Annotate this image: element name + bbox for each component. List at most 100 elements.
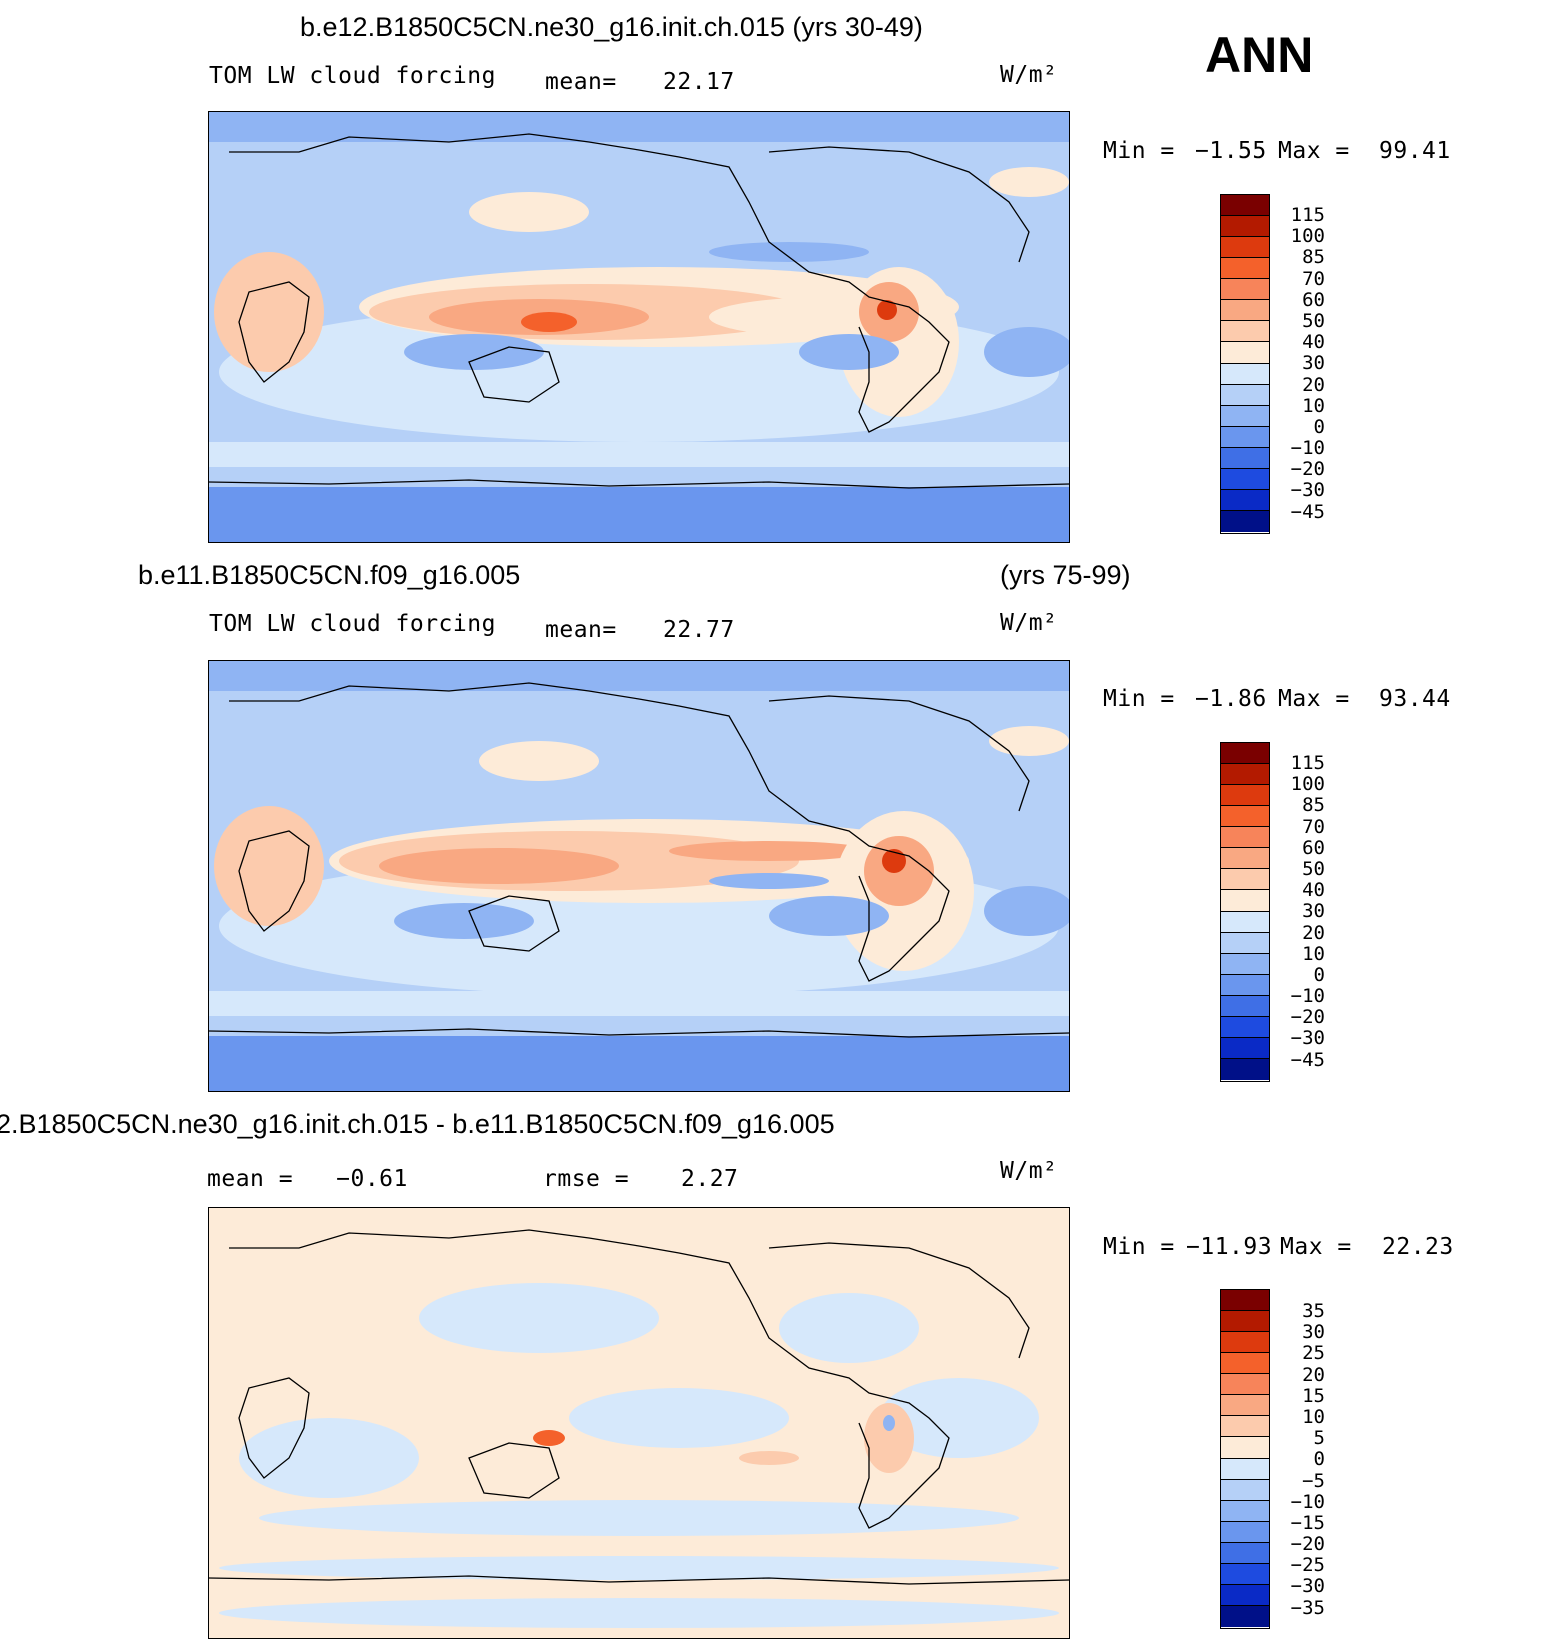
- panel-3-units: W/m²: [1000, 1158, 1058, 1184]
- panel-1-colorbar: [1220, 194, 1270, 534]
- colorbar-tick-label: 100: [1290, 773, 1325, 796]
- colorbar-swatch: [1221, 1521, 1269, 1543]
- colorbar-tick-label: −30: [1290, 479, 1325, 502]
- colorbar-tick-label: −15: [1290, 1511, 1325, 1534]
- panel-1-mean-value: 22.17: [663, 69, 735, 95]
- panel-2-units: W/m²: [1000, 610, 1058, 636]
- colorbar-tick-label: −20: [1290, 458, 1325, 481]
- panel-1-max-label: Max =: [1278, 138, 1350, 164]
- colorbar-tick-label: 10: [1302, 1405, 1325, 1428]
- panel-3-rmse-value: 2.27: [681, 1166, 739, 1192]
- colorbar-swatch: [1221, 1416, 1269, 1438]
- colorbar-swatch: [1221, 1311, 1269, 1333]
- colorbar-tick-label: −5: [1302, 1469, 1325, 1492]
- panel-1-min-value: −1.55: [1195, 138, 1267, 164]
- panel-3-map: [208, 1207, 1070, 1639]
- colorbar-swatch: [1221, 489, 1269, 511]
- colorbar-swatch: [1221, 1458, 1269, 1480]
- panel-1-units: W/m²: [1000, 62, 1058, 88]
- panel-3-min-value: −11.93: [1186, 1234, 1273, 1260]
- colorbar-tick-label: −45: [1290, 500, 1325, 523]
- colorbar-tick-label: 70: [1302, 815, 1325, 838]
- panel-2-min-label: Min =: [1103, 686, 1175, 712]
- panel-3-colorbar: [1220, 1289, 1270, 1629]
- colorbar-tick-label: 85: [1302, 246, 1325, 269]
- panel-3-colorbar-labels: 35 30 25 20 15 10 5 0 −5 −10 −15 −20 −25 −30 −35: [1275, 1300, 1325, 1619]
- colorbar-tick-label: 0: [1313, 963, 1325, 986]
- colorbar-tick-label: 25: [1302, 1342, 1325, 1365]
- colorbar-swatch: [1221, 279, 1269, 301]
- colorbar-tick-label: 20: [1302, 921, 1325, 944]
- colorbar-swatch: [1221, 1037, 1269, 1059]
- colorbar-swatch: [1221, 911, 1269, 933]
- panel-2-contour-field: [209, 661, 1069, 1091]
- panel-3-rmse-label: rmse =: [543, 1166, 630, 1192]
- panel-2-colorbar: [1220, 742, 1270, 1082]
- colorbar-swatch: [1221, 827, 1269, 849]
- colorbar-swatch: [1221, 1374, 1269, 1396]
- colorbar-swatch: [1221, 300, 1269, 322]
- panel-2-mean-label: mean=: [545, 617, 617, 643]
- colorbar-swatch: [1221, 1479, 1269, 1501]
- colorbar-swatch: [1221, 1542, 1269, 1564]
- colorbar-tick-label: 50: [1302, 857, 1325, 880]
- colorbar-tick-label: 40: [1302, 879, 1325, 902]
- season-label: ANN: [1205, 27, 1314, 83]
- colorbar-swatch: [1221, 342, 1269, 364]
- colorbar-tick-label: −10: [1290, 437, 1325, 460]
- colorbar-swatch: [1221, 743, 1269, 765]
- colorbar-tick-label: 10: [1302, 942, 1325, 965]
- colorbar-tick-label: −20: [1290, 1006, 1325, 1029]
- colorbar-swatch: [1221, 1584, 1269, 1606]
- colorbar-swatch: [1221, 848, 1269, 870]
- panel-1-title: b.e12.B1850C5CN.ne30_g16.init.ch.015 (yr…: [300, 12, 923, 42]
- colorbar-tick-label: −30: [1290, 1575, 1325, 1598]
- panel-2-title: b.e11.B1850C5CN.f09_g16.005: [138, 560, 521, 590]
- colorbar-swatch: [1221, 1500, 1269, 1522]
- panel-3-max-value: 22.23: [1382, 1234, 1454, 1260]
- colorbar-swatch: [1221, 806, 1269, 828]
- colorbar-swatch: [1221, 1563, 1269, 1585]
- colorbar-tick-label: 85: [1302, 794, 1325, 817]
- colorbar-tick-label: −20: [1290, 1533, 1325, 1556]
- colorbar-swatch: [1221, 510, 1269, 532]
- panel-2-title-years: (yrs 75-99): [1000, 560, 1131, 590]
- colorbar-swatch: [1221, 447, 1269, 469]
- colorbar-tick-label: 20: [1302, 1363, 1325, 1386]
- colorbar-swatch: [1221, 1437, 1269, 1459]
- colorbar-tick-label: 30: [1302, 1321, 1325, 1344]
- colorbar-tick-label: 30: [1302, 352, 1325, 375]
- colorbar-tick-label: 50: [1302, 309, 1325, 332]
- panel-1-contour-field: [209, 112, 1069, 542]
- panel-1-mean-label: mean=: [545, 69, 617, 95]
- colorbar-swatch: [1221, 405, 1269, 427]
- colorbar-swatch: [1221, 468, 1269, 490]
- panel-2-variable-label: TOM LW cloud forcing: [209, 611, 496, 637]
- colorbar-swatch: [1221, 890, 1269, 912]
- colorbar-tick-label: −30: [1290, 1027, 1325, 1050]
- colorbar-tick-label: 0: [1313, 415, 1325, 438]
- colorbar-swatch: [1221, 1016, 1269, 1038]
- colorbar-swatch: [1221, 974, 1269, 996]
- colorbar-tick-label: 115: [1290, 752, 1325, 774]
- panel-3-contour-field: [209, 1208, 1069, 1638]
- colorbar-tick-label: 30: [1302, 900, 1325, 923]
- panel-3-min-label: Min =: [1103, 1234, 1175, 1260]
- colorbar-tick-label: 70: [1302, 267, 1325, 290]
- colorbar-swatch: [1221, 785, 1269, 807]
- colorbar-tick-label: 60: [1302, 288, 1325, 311]
- colorbar-tick-label: 100: [1290, 225, 1325, 248]
- colorbar-swatch: [1221, 1605, 1269, 1627]
- colorbar-tick-label: −10: [1290, 985, 1325, 1008]
- panel-2-mean-value: 22.77: [663, 617, 735, 643]
- colorbar-swatch: [1221, 869, 1269, 891]
- colorbar-swatch: [1221, 216, 1269, 238]
- colorbar-tick-label: 15: [1302, 1384, 1325, 1407]
- colorbar-swatch: [1221, 995, 1269, 1017]
- panel-3-title: 2.B1850C5CN.ne30_g16.init.ch.015 - b.e11…: [0, 1109, 835, 1139]
- colorbar-tick-label: 115: [1290, 204, 1325, 226]
- colorbar-swatch: [1221, 384, 1269, 406]
- colorbar-tick-label: 60: [1302, 836, 1325, 859]
- panel-2-colorbar-labels: 115 100 85 70 60 50 40 30 20 10 0 −10 −20 −30 −45: [1275, 752, 1325, 1071]
- panel-2-min-value: −1.86: [1195, 686, 1267, 712]
